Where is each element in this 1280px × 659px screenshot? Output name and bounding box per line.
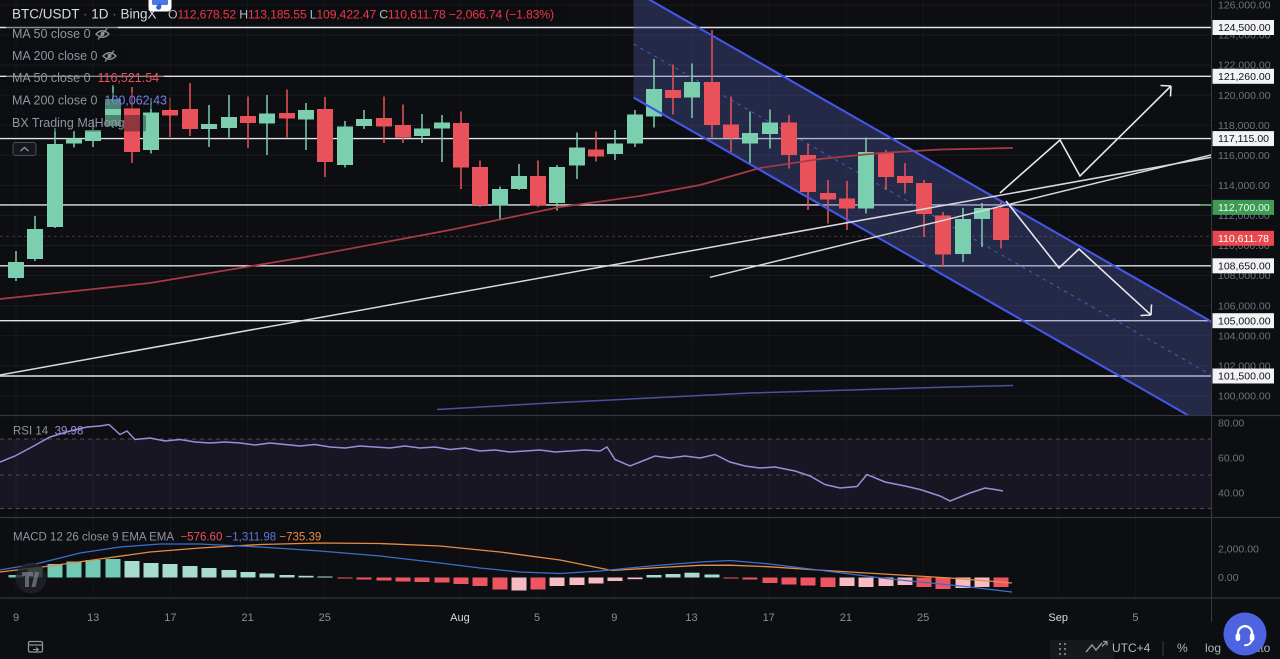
svg-text:Aug: Aug: [450, 612, 470, 624]
svg-text:124,500.00: 124,500.00: [1218, 22, 1271, 34]
svg-text:25: 25: [319, 612, 331, 624]
svg-text:BX Trading MaHong: BX Trading MaHong: [12, 116, 125, 130]
svg-text:17: 17: [164, 612, 176, 624]
svg-text:log: log: [1205, 641, 1221, 655]
svg-text:17: 17: [763, 612, 775, 624]
svg-text:13: 13: [87, 612, 99, 624]
svg-text:40.00: 40.00: [1218, 488, 1244, 500]
svg-text:UTC+4: UTC+4: [1112, 641, 1151, 655]
svg-text:25: 25: [917, 612, 929, 624]
svg-text:112,700.00: 112,700.00: [1218, 202, 1270, 214]
svg-text:121,260.00: 121,260.00: [1218, 71, 1271, 83]
svg-text:122,000.00: 122,000.00: [1218, 60, 1271, 72]
svg-text:MA 50 close 0 116,521.54: MA 50 close 0 116,521.54: [12, 71, 159, 85]
svg-text:5: 5: [1132, 612, 1138, 624]
svg-text:13: 13: [685, 612, 697, 624]
svg-text:21: 21: [840, 612, 852, 624]
svg-text:BTC/USDT · 1D · BingX: BTC/USDT · 1D · BingX: [12, 7, 157, 22]
svg-text:MA 50 close 0: MA 50 close 0: [12, 27, 91, 41]
svg-text:100,000.00: 100,000.00: [1218, 391, 1271, 403]
svg-text:MACD 12 26 close 9 EMA EMA −5: MACD 12 26 close 9 EMA EMA −576.60 −1,31…: [13, 532, 321, 544]
svg-text:O112,678.52 H113,185.55 L109,4: O112,678.52 H113,185.55 L109,422.47 C110…: [168, 8, 554, 22]
svg-text:126,000.00: 126,000.00: [1218, 0, 1271, 12]
svg-text:60.00: 60.00: [1218, 453, 1244, 465]
svg-text:114,000.00: 114,000.00: [1218, 180, 1270, 192]
svg-text:Sep: Sep: [1048, 612, 1068, 624]
svg-text:117,115.00: 117,115.00: [1218, 133, 1269, 145]
svg-text:%: %: [1177, 641, 1188, 655]
svg-text:80.00: 80.00: [1218, 418, 1244, 430]
svg-text:9: 9: [13, 612, 19, 624]
svg-text:5: 5: [534, 612, 540, 624]
svg-text:116,000.00: 116,000.00: [1218, 150, 1270, 162]
svg-text:0.00: 0.00: [1218, 572, 1239, 584]
svg-text:108,650.00: 108,650.00: [1218, 260, 1271, 272]
svg-text:MA 200 close 0: MA 200 close 0: [12, 49, 98, 63]
svg-text:21: 21: [241, 612, 253, 624]
svg-text:110,611.78: 110,611.78: [1218, 233, 1269, 245]
svg-text:2,000.00: 2,000.00: [1218, 544, 1259, 556]
svg-text:105,000.00: 105,000.00: [1218, 315, 1271, 327]
svg-text:118,000.00: 118,000.00: [1218, 120, 1270, 132]
svg-text:9: 9: [611, 612, 617, 624]
svg-text:104,000.00: 104,000.00: [1218, 330, 1271, 342]
svg-text:MA 200 close 0 100,062.43: MA 200 close 0 100,062.43: [12, 94, 167, 108]
svg-text:106,000.00: 106,000.00: [1218, 300, 1271, 312]
svg-text:RSI 14 39.98: RSI 14 39.98: [13, 426, 83, 438]
svg-text:120,000.00: 120,000.00: [1218, 90, 1271, 102]
svg-text:101,500.00: 101,500.00: [1218, 371, 1271, 383]
